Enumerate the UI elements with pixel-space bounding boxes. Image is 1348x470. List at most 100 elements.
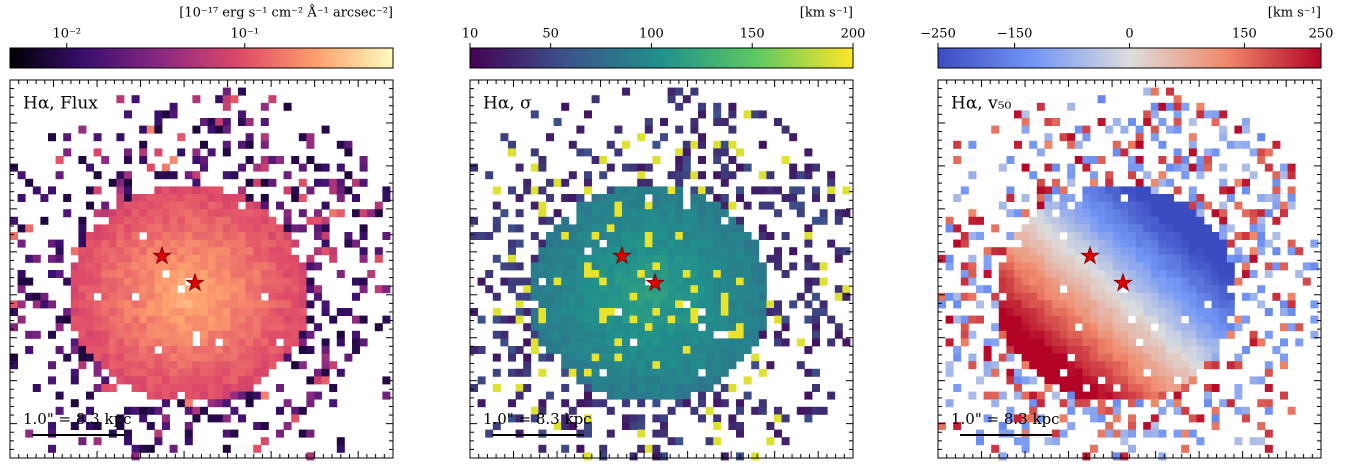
map-pixel [804,278,812,286]
map-pixel [1082,156,1090,164]
map-pixel [192,323,200,331]
map-pixel [690,407,698,415]
map-pixel [706,293,714,301]
map-pixel [759,278,767,286]
map-pixel [1067,331,1075,339]
map-pixel [276,346,284,354]
map-pixel [1022,278,1030,286]
map-pixel [1257,194,1265,202]
map-pixel [1052,369,1060,377]
map-pixel [1044,316,1052,324]
map-pixel [789,202,797,210]
map-pixel [683,232,691,240]
map-pixel [713,156,721,164]
map-pixel [706,240,714,248]
map-pixel [660,202,668,210]
map-pixel [284,171,292,179]
map-pixel [1189,118,1197,126]
map-pixel [1067,422,1075,430]
colorbar-tick-label: 10⁻¹ [230,27,259,42]
map-pixel [554,262,562,270]
map-pixel [485,430,493,438]
map-pixel [215,270,223,278]
map-pixel [40,194,48,202]
map-pixel [614,148,622,156]
map-pixel [116,262,124,270]
map-pixel [223,171,231,179]
map-pixel [554,270,562,278]
map-pixel [1037,224,1045,232]
map-pixel [690,141,698,149]
map-pixel [177,240,185,248]
map-pixel [306,156,314,164]
map-pixel [953,141,961,149]
map-pixel [1189,430,1197,438]
map-pixel [1105,361,1113,369]
map-pixel [1143,88,1151,96]
map-pixel [1052,308,1060,316]
map-pixel [71,308,79,316]
map-pixel [1037,316,1045,324]
map-pixel [706,209,714,217]
map-pixel [101,224,109,232]
map-pixel [812,331,820,339]
map-pixel [1022,240,1030,248]
map-pixel [1219,247,1227,255]
map-pixel [1219,202,1227,210]
map-pixel [546,308,554,316]
map-pixel [508,255,516,263]
map-pixel [238,285,246,293]
colorbar-tick-label: 0 [1125,27,1133,42]
map-pixel [668,316,676,324]
map-pixel [584,186,592,194]
map-pixel [546,331,554,339]
map-pixel [154,186,162,194]
map-pixel [622,141,630,149]
map-pixel [774,247,782,255]
map-pixel [759,316,767,324]
map-pixel [1204,399,1212,407]
map-pixel [736,300,744,308]
map-pixel [1196,232,1204,240]
map-pixel [253,255,261,263]
map-pixel [1113,148,1121,156]
map-pixel [804,224,812,232]
map-pixel [1067,300,1075,308]
map-pixel [683,308,691,316]
map-pixel [1257,240,1265,248]
map-pixel [1143,262,1151,270]
map-pixel [306,392,314,400]
map-pixel [154,171,162,179]
map-pixel [675,202,683,210]
map-pixel [147,354,155,362]
map-pixel [1075,270,1083,278]
map-pixel [253,354,261,362]
map-pixel [185,300,193,308]
map-pixel [1113,224,1121,232]
map-pixel [337,186,345,194]
map-pixel [523,293,531,301]
map-pixel [71,262,79,270]
map-pixel [493,354,501,362]
map-pixel [1105,300,1113,308]
map-pixel [599,316,607,324]
map-pixel [713,361,721,369]
map-pixel [728,171,736,179]
map-pixel [968,232,976,240]
map-pixel [101,247,109,255]
map-pixel [170,255,178,263]
map-pixel [713,285,721,293]
map-pixel [101,338,109,346]
map-pixel [690,361,698,369]
scale-bar-label: 1.0" = 8.3 kpc [23,410,132,428]
map-pixel [1227,270,1235,278]
map-pixel [94,384,102,392]
map-pixel [999,452,1007,460]
map-pixel [1242,346,1250,354]
map-pixel [569,369,577,377]
map-pixel [147,240,155,248]
map-pixel [1189,361,1197,369]
map-pixel [561,384,569,392]
map-pixel [1090,224,1098,232]
